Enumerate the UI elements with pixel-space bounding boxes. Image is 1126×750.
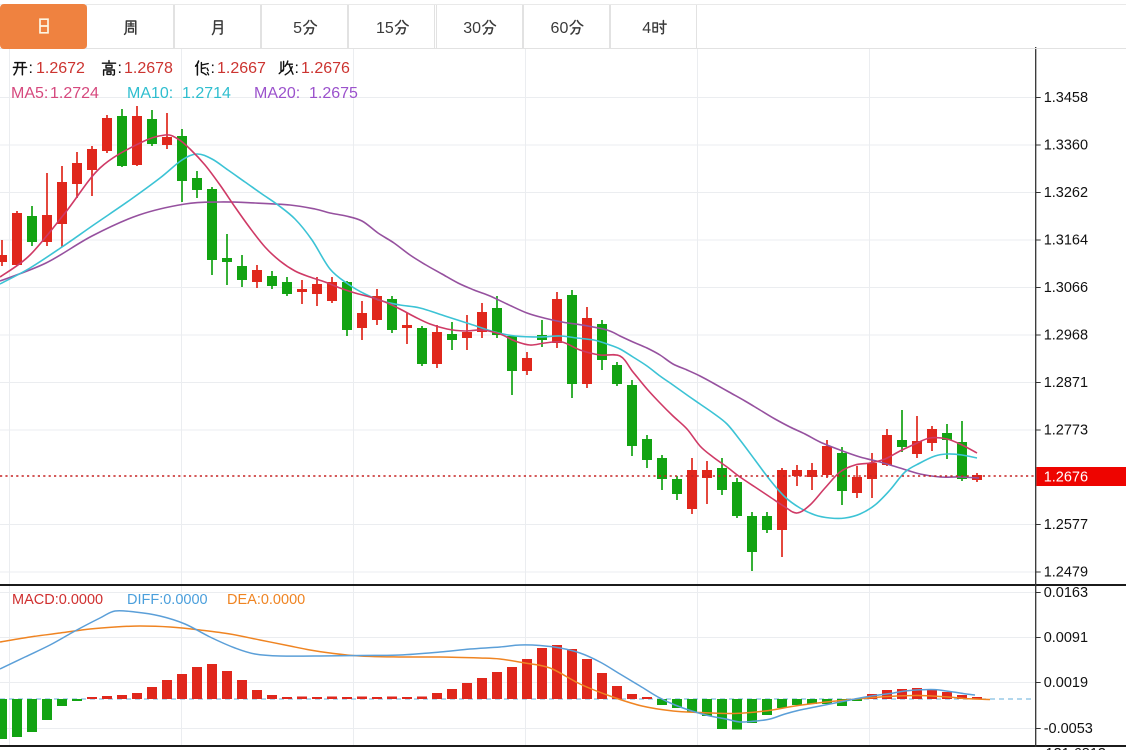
svg-text:1.2724: 1.2724 bbox=[50, 85, 99, 102]
svg-text:5: 5 bbox=[293, 20, 302, 37]
svg-text:-0.0053: -0.0053 bbox=[1044, 721, 1093, 737]
svg-text:0.0091: 0.0091 bbox=[1044, 630, 1088, 646]
svg-text:1.2479: 1.2479 bbox=[1044, 565, 1088, 581]
svg-text:1.2871: 1.2871 bbox=[1044, 375, 1088, 391]
svg-text:60: 60 bbox=[551, 20, 569, 37]
svg-text::: : bbox=[211, 60, 215, 77]
svg-text:0.0019: 0.0019 bbox=[1044, 675, 1088, 691]
svg-text:1.3360: 1.3360 bbox=[1044, 138, 1088, 154]
svg-text:30: 30 bbox=[463, 20, 481, 37]
svg-text:1.2672: 1.2672 bbox=[36, 60, 85, 77]
svg-text::: : bbox=[295, 60, 299, 77]
svg-text:1.3458: 1.3458 bbox=[1044, 90, 1088, 106]
svg-text:-131.6813: -131.6813 bbox=[1041, 746, 1106, 750]
svg-text:DEA:0.0000: DEA:0.0000 bbox=[227, 592, 305, 608]
svg-text:1.2676: 1.2676 bbox=[301, 60, 350, 77]
svg-text:1.2676: 1.2676 bbox=[1044, 470, 1088, 486]
svg-text:1.2714: 1.2714 bbox=[182, 85, 231, 102]
svg-text:4: 4 bbox=[642, 20, 651, 37]
svg-text:1.3164: 1.3164 bbox=[1044, 233, 1088, 249]
svg-text:1.2667: 1.2667 bbox=[217, 60, 266, 77]
svg-text:1.2968: 1.2968 bbox=[1044, 328, 1088, 344]
svg-text:MA5:: MA5: bbox=[11, 85, 48, 102]
svg-text:1.3066: 1.3066 bbox=[1044, 280, 1088, 296]
svg-text:0.0163: 0.0163 bbox=[1044, 585, 1088, 601]
svg-text:DIFF:0.0000: DIFF:0.0000 bbox=[127, 592, 208, 608]
svg-text:MACD:0.0000: MACD:0.0000 bbox=[12, 592, 103, 608]
svg-text:15: 15 bbox=[376, 20, 394, 37]
svg-text:1.2773: 1.2773 bbox=[1044, 423, 1088, 439]
svg-text:1.2675: 1.2675 bbox=[309, 85, 358, 102]
svg-text:MA10:: MA10: bbox=[127, 85, 173, 102]
svg-text::: : bbox=[29, 60, 33, 77]
svg-text::: : bbox=[118, 60, 122, 77]
svg-text:MA20:: MA20: bbox=[254, 85, 300, 102]
svg-text:1.2678: 1.2678 bbox=[124, 60, 173, 77]
svg-text:1.3262: 1.3262 bbox=[1044, 185, 1088, 201]
svg-text:1.2577: 1.2577 bbox=[1044, 517, 1088, 533]
